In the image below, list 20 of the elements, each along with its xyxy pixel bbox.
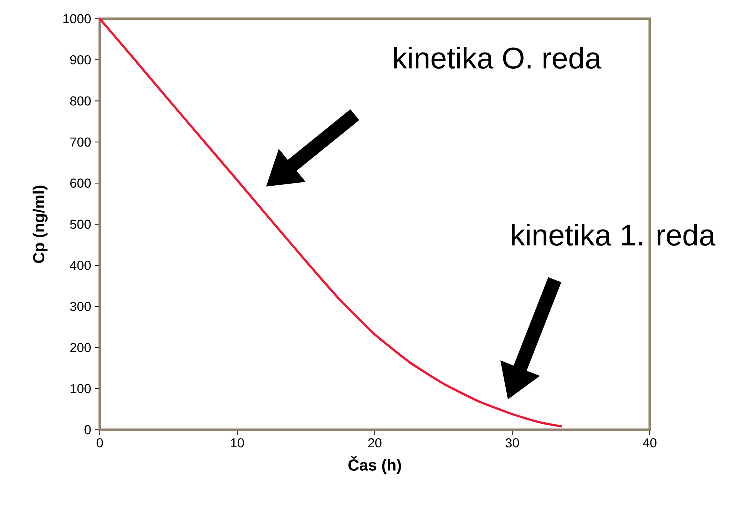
- y-tick-label: 1000: [64, 14, 91, 24]
- y-tick-label: 100: [70, 384, 91, 394]
- y-tick-label: 700: [70, 138, 91, 147]
- y-axis-title: Cp (ng/ml): [32, 186, 48, 264]
- annotation: kinetika O. reda: [394, 47, 602, 69]
- x-tick-label: 0: [96, 438, 104, 448]
- y-tick-label: 800: [70, 96, 91, 106]
- x-tick-label: 30: [506, 438, 520, 448]
- x-tick-label: 10: [231, 438, 244, 448]
- x-axis-title: Čas (h): [348, 456, 402, 474]
- x-tick-label: 20: [368, 438, 382, 448]
- y-tick-label: 300: [70, 302, 91, 312]
- y-tick-label: 0: [84, 425, 91, 435]
- y-tick-label: 400: [70, 260, 91, 270]
- x-tick-label: 40: [643, 438, 657, 448]
- y-tick-label: 600: [70, 178, 91, 188]
- y-tick-label: 200: [70, 343, 91, 352]
- y-tick-label: 500: [70, 220, 91, 230]
- annotation: kinetika 1. reda: [512, 224, 716, 246]
- y-tick-label: 900: [70, 55, 91, 65]
